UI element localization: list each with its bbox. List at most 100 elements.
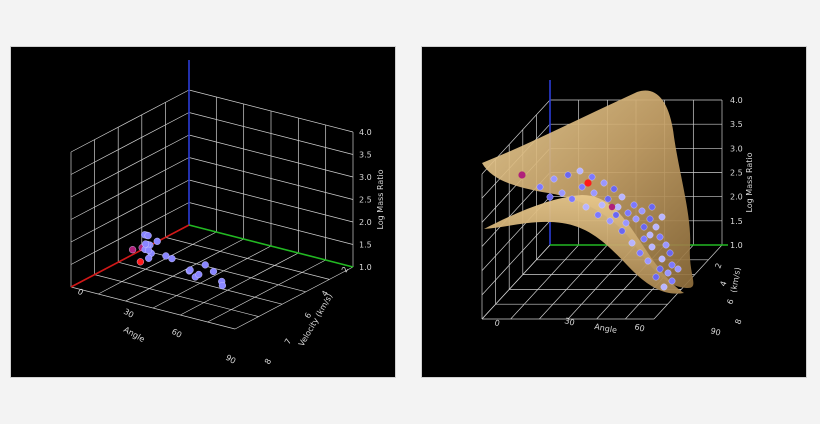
data-point-magenta <box>518 171 526 179</box>
data-point <box>656 265 664 273</box>
data-point <box>660 283 668 291</box>
data-point <box>668 277 676 285</box>
data-point <box>614 203 622 211</box>
data-point <box>550 175 558 183</box>
fitted-surface-front <box>484 195 684 294</box>
data-point <box>652 273 660 281</box>
data-point <box>546 193 554 201</box>
data-point <box>648 203 656 211</box>
left-points <box>128 231 227 290</box>
x-tick-label: 60 <box>633 322 645 333</box>
wall-gridline <box>481 220 551 296</box>
data-point <box>674 265 682 273</box>
data-point <box>136 258 145 266</box>
chart-right-panel: 1.0 1.5 2.0 2.5 3.0 3.5 4.0 Log Mass Ratio 0 30 60… <box>421 46 807 378</box>
wall-gridline <box>70 134 190 198</box>
data-point <box>598 201 606 209</box>
floor-gridline <box>510 244 579 320</box>
x-tick-label: 30 <box>122 307 135 320</box>
data-point <box>218 281 227 290</box>
data-point <box>588 173 596 181</box>
z-axis-title: Log Mass Ratio <box>376 169 385 229</box>
data-point <box>652 223 660 231</box>
z-tick-label: 3.5 <box>730 120 743 129</box>
left-axes <box>70 60 354 288</box>
data-point <box>162 252 170 260</box>
y-tick-label: 6 <box>303 311 313 320</box>
data-point <box>606 217 614 225</box>
fitted-surface-back <box>482 90 694 289</box>
floor-gridline <box>125 238 244 302</box>
data-point <box>632 215 640 223</box>
x-tick-label: 60 <box>170 327 183 340</box>
data-point <box>604 195 612 203</box>
data-point <box>128 246 137 254</box>
wall-gridline <box>70 112 190 175</box>
z-tick-label: 3.0 <box>359 173 372 182</box>
z-tick-label: 1.5 <box>359 241 372 250</box>
y-tick-label: 8 <box>733 318 743 326</box>
z-axis-title: Log Mass Ratio <box>745 152 754 212</box>
right-points <box>518 167 682 291</box>
data-point <box>624 209 632 217</box>
data-point-red <box>584 179 592 187</box>
data-point <box>536 183 544 191</box>
data-point <box>582 203 590 211</box>
z-tick-label: 4.0 <box>730 96 743 105</box>
y-tick-label: 4 <box>320 289 330 298</box>
data-point <box>644 257 652 265</box>
data-point <box>638 207 646 215</box>
z-tick-label: 4.0 <box>359 128 372 137</box>
z-tick-label: 2.5 <box>730 169 743 178</box>
z-tick-label: 1.5 <box>730 217 743 226</box>
data-point <box>636 249 644 257</box>
z-tick-label: 3.0 <box>730 144 743 153</box>
data-point <box>558 189 566 197</box>
x-axis-line <box>70 224 190 288</box>
data-point <box>666 249 674 257</box>
y-tick-label: 6 <box>725 298 735 306</box>
data-point <box>590 189 598 197</box>
data-point <box>646 215 654 223</box>
data-point <box>144 246 153 254</box>
data-point <box>656 233 664 241</box>
data-point <box>145 254 153 262</box>
data-point <box>568 195 576 203</box>
data-point <box>195 270 203 279</box>
right-labels: 1.0 1.5 2.0 2.5 3.0 3.5 4.0 Log Mass Ratio 0 30 60… <box>493 96 754 338</box>
data-point <box>664 269 672 277</box>
x-tick-label: 30 <box>563 316 575 327</box>
data-point <box>622 219 630 227</box>
data-point <box>201 261 209 269</box>
chart-left-panel: 1.0 1.5 2.0 2.5 3.0 3.5 4.0 Log Mass Ratio 0 30 60… <box>10 46 396 378</box>
y-tick-label: 2 <box>340 265 350 274</box>
data-point <box>141 240 150 248</box>
data-point <box>658 255 666 263</box>
data-point <box>648 243 656 251</box>
scatter3d-chart-left: 1.0 1.5 2.0 2.5 3.0 3.5 4.0 Log Mass Ratio 0 30 60… <box>70 60 385 366</box>
data-point-magenta <box>608 203 616 211</box>
data-point <box>618 227 626 235</box>
floor-gridline <box>234 266 354 330</box>
data-point <box>618 193 626 201</box>
z-tick-label: 2.0 <box>730 193 743 202</box>
z-tick-label: 1.0 <box>359 263 372 272</box>
wall-gridline <box>70 89 190 153</box>
left-grid <box>70 89 354 330</box>
data-point <box>168 255 176 263</box>
wall-gridline <box>70 202 190 265</box>
data-point <box>640 235 648 243</box>
floor-gridline <box>539 244 608 320</box>
floor-gridline <box>152 245 272 309</box>
data-point <box>630 201 638 209</box>
z-tick-label: 2.5 <box>359 196 372 205</box>
data-point <box>209 267 218 276</box>
data-point <box>600 179 608 187</box>
left-labels: 1.0 1.5 2.0 2.5 3.0 3.5 4.0 Log Mass Ratio 0 30 60… <box>76 128 385 366</box>
data-point <box>640 223 648 231</box>
data-point <box>594 211 602 219</box>
x-tick-label: 0 <box>493 318 500 328</box>
data-point <box>564 171 572 179</box>
y-tick-label: 2 <box>713 262 723 270</box>
y-tick-label: 7 <box>283 337 293 346</box>
